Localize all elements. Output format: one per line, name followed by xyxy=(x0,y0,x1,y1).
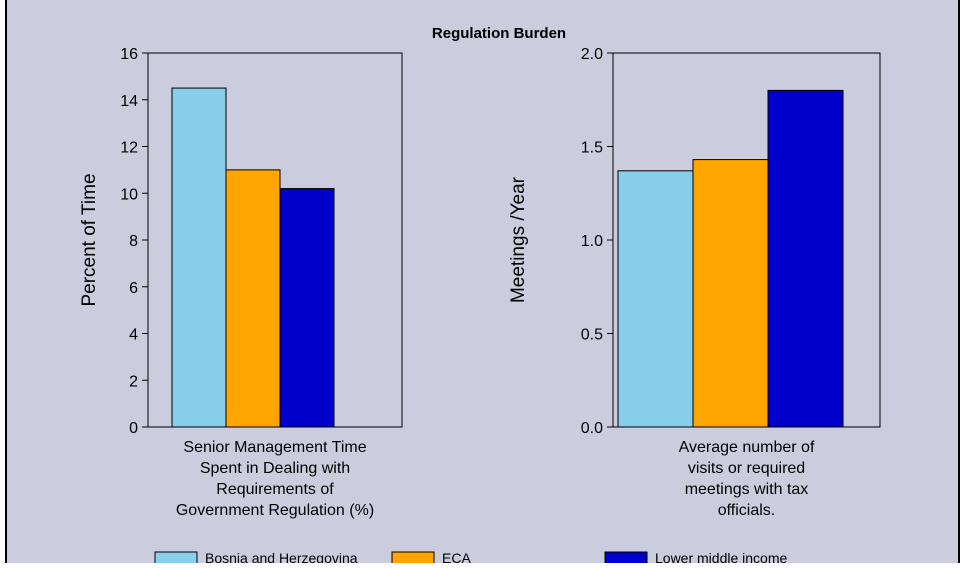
category-label: officials. xyxy=(718,502,776,519)
legend-swatch xyxy=(604,551,648,567)
y-tick-label: 0 xyxy=(129,420,138,437)
bar-eca xyxy=(225,169,281,428)
bar-lower-middle-income xyxy=(279,188,335,428)
legend-label: Lower middle income xyxy=(655,550,787,563)
chart-panel-2: 0.0 0.5 1.0 1.5 2.0 Meetings /Year Average num… xyxy=(508,46,881,519)
category-label: Requirements of xyxy=(216,481,334,498)
y-tick-label: 1.5 xyxy=(581,140,603,157)
legend-swatch xyxy=(154,551,198,567)
chart-svg: Regulation Burden 0 2 4 6 8 10 12 14 16 Percent o… xyxy=(79,25,881,567)
category-label: Spent in Dealing with xyxy=(200,460,350,477)
legend-item: Bosnia and Herzegovina xyxy=(154,550,358,567)
category-label: Government Regulation (%) xyxy=(176,502,374,519)
legend-item: ECA xyxy=(391,550,471,567)
bar-eca xyxy=(692,159,769,428)
y-tick-label: 14 xyxy=(120,93,138,110)
legend-item: Lower middle income xyxy=(604,550,787,567)
bar-bosnia-and-herzegovina xyxy=(171,87,227,428)
bar-lower-middle-income xyxy=(767,89,844,428)
legend-swatch xyxy=(391,551,435,567)
category-label: Senior Management Time xyxy=(183,439,366,456)
category-label: visits or required xyxy=(688,460,805,477)
y-tick-label: 4 xyxy=(129,327,138,344)
chart-frame: Regulation Burden 0 2 4 6 8 10 12 14 16 Percent o… xyxy=(5,0,960,567)
y-tick-label: 12 xyxy=(120,140,138,157)
y-axis-label: Meetings /Year xyxy=(508,176,529,303)
y-tick-label: 8 xyxy=(129,233,138,250)
y-tick-label: 16 xyxy=(120,46,138,63)
chart-title: Regulation Burden xyxy=(432,25,566,42)
category-label: Average number of xyxy=(679,439,815,456)
y-tick-label: 6 xyxy=(129,280,138,297)
chart-panels: 0 2 4 6 8 10 12 14 16 Percent of Time Senior Manag… xyxy=(79,46,881,519)
y-tick-label: 1.0 xyxy=(581,233,603,250)
chart-legend: Bosnia and Herzegovina ECA Lower middle in… xyxy=(154,550,787,567)
y-tick-label: 0.0 xyxy=(581,420,603,437)
y-axis-label: Percent of Time xyxy=(79,173,100,306)
y-tick-label: 10 xyxy=(120,186,138,203)
chart-panel-1: 0 2 4 6 8 10 12 14 16 Percent of Time Senior Manag… xyxy=(79,46,403,519)
y-tick-label: 0.5 xyxy=(581,327,603,344)
y-tick-label: 2 xyxy=(129,373,138,390)
y-tick-label: 2.0 xyxy=(581,46,603,63)
category-label: meetings with tax xyxy=(685,481,809,498)
bar-bosnia-and-herzegovina xyxy=(617,170,694,428)
legend-label: ECA xyxy=(442,550,471,563)
legend-label: Bosnia and Herzegovina xyxy=(205,550,358,563)
